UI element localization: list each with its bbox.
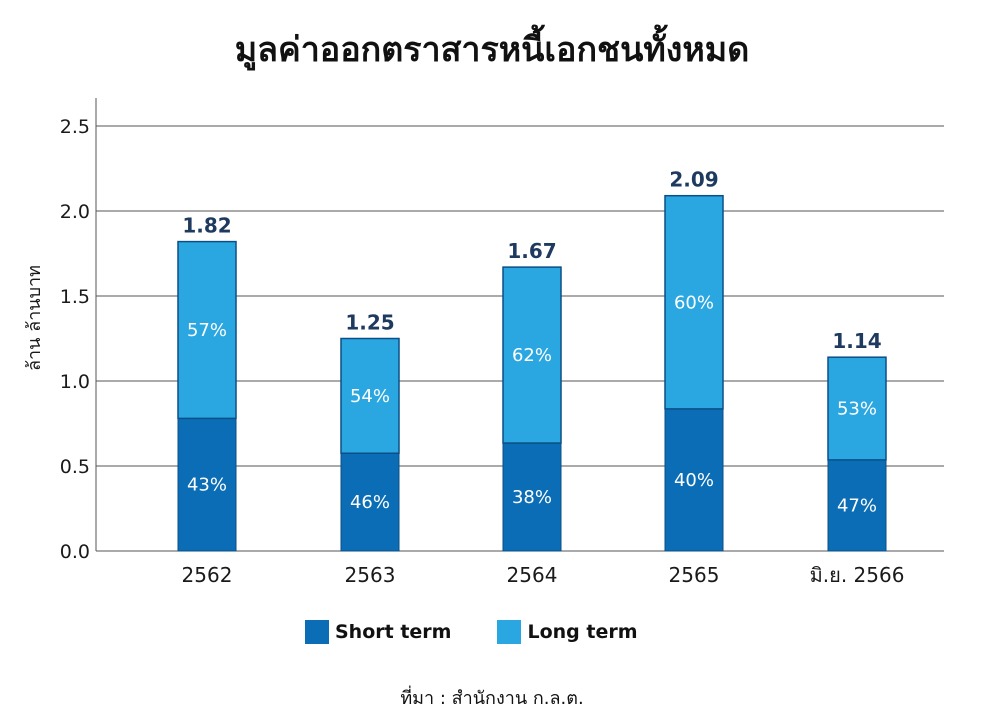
bar-long-term (664, 194, 724, 410)
bar-long-term (827, 356, 887, 461)
percent-label-long-term: 60% (674, 292, 714, 313)
bar-short-term (340, 452, 400, 552)
legend: Short term Long term (305, 620, 638, 644)
y-tick-label: 1.5 (60, 286, 90, 308)
legend-swatch-long-term (497, 620, 522, 644)
legend-item-long-term: Long term (497, 620, 638, 644)
bar-short-term (827, 459, 887, 552)
total-value-label: 2.09 (669, 168, 718, 192)
y-tick-label: 0.5 (60, 456, 90, 478)
percent-label-short-term: 38% (512, 487, 552, 508)
legend-label-long-term: Long term (527, 621, 638, 643)
y-tick-label: 1.0 (60, 371, 90, 393)
y-axis-label: ล้าน ล้านบาท (24, 265, 45, 371)
x-category-label: 2564 (507, 563, 558, 587)
total-value-label: 1.82 (182, 214, 231, 238)
total-value-label: 1.14 (832, 329, 881, 353)
total-value-label: 1.25 (345, 311, 394, 335)
x-category-label: 2565 (669, 563, 720, 587)
x-category-label: 2563 (345, 563, 396, 587)
bar-long-term (502, 266, 562, 444)
y-tick-label: 2.0 (60, 201, 90, 223)
legend-label-short-term: Short term (335, 621, 452, 643)
percent-label-short-term: 40% (674, 470, 714, 491)
percent-label-long-term: 54% (350, 386, 390, 407)
chart-title: มูลค่าออกตราสารหนี้เอกชนทั้งหมด (234, 30, 750, 70)
bar-long-term (340, 337, 400, 454)
x-category-label: 2562 (182, 563, 233, 587)
legend-item-short-term: Short term (305, 620, 451, 644)
x-category-label: มิ.ย. 2566 (810, 563, 905, 587)
y-tick-label: 0.0 (60, 541, 90, 563)
percent-label-short-term: 43% (187, 475, 227, 496)
percent-label-long-term: 57% (187, 320, 227, 341)
bar-short-term (502, 442, 562, 552)
percent-label-short-term: 47% (837, 495, 877, 516)
percent-label-long-term: 62% (512, 345, 552, 366)
source-note: ที่มา : สำนักงาน ก.ล.ต. (400, 688, 584, 709)
y-tick-label: 2.5 (60, 116, 90, 138)
total-value-label: 1.67 (507, 239, 556, 263)
bar-long-term (177, 240, 237, 420)
legend-swatch-short-term (305, 620, 329, 644)
bar-short-term (664, 408, 724, 552)
percent-label-long-term: 53% (837, 399, 877, 420)
percent-label-short-term: 46% (350, 492, 390, 513)
